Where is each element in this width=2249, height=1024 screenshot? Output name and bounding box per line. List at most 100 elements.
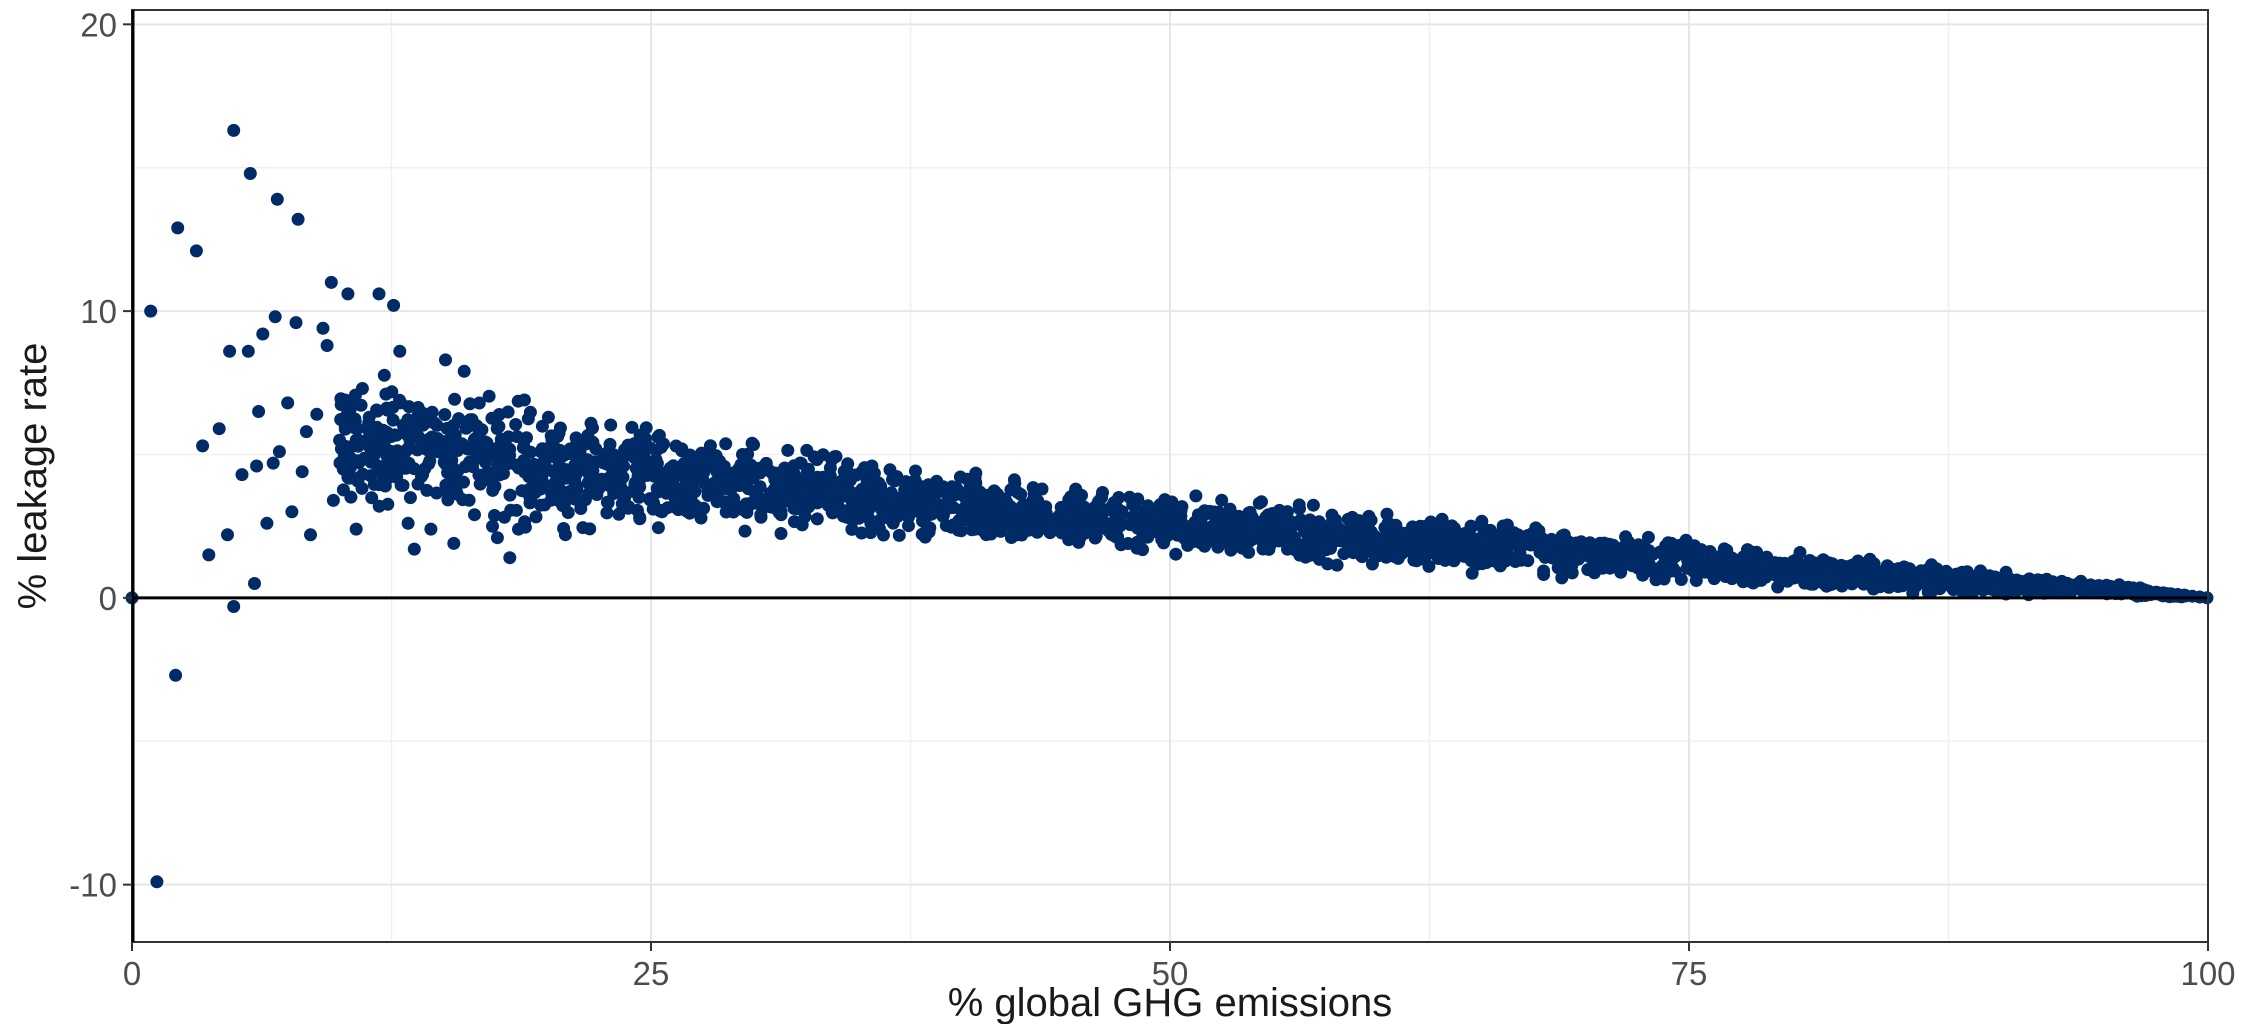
- scatter-point: [1255, 495, 1268, 509]
- scatter-point: [468, 432, 482, 446]
- scatter-point: [1245, 510, 1259, 524]
- scatter-point: [544, 479, 558, 493]
- scatter-point: [385, 385, 399, 399]
- scatter-point: [527, 457, 541, 471]
- scatter-point: [523, 405, 537, 419]
- scatter-point: [617, 459, 631, 473]
- scatter-point: [628, 451, 641, 465]
- scatter-point: [694, 458, 708, 472]
- scatter-point: [260, 516, 274, 530]
- scatter-point: [1925, 584, 1939, 598]
- scatter-point: [304, 528, 317, 542]
- scatter-point: [1215, 493, 1229, 507]
- scatter-point: [1131, 492, 1145, 506]
- scatter-point: [678, 481, 691, 495]
- scatter-point: [169, 668, 183, 682]
- scatter-point: [221, 528, 234, 542]
- scatter-point: [403, 491, 417, 505]
- scatter-point: [748, 485, 762, 499]
- scatter-point: [341, 287, 355, 301]
- scatter-point: [1835, 579, 1849, 593]
- scatter-point: [975, 487, 989, 501]
- scatter-point: [485, 411, 499, 425]
- scatter-point: [440, 421, 454, 435]
- scatter-point: [351, 432, 364, 446]
- scatter-point: [556, 486, 570, 500]
- x-tick-label: 50: [1152, 955, 1189, 992]
- scatter-point: [568, 492, 582, 506]
- scatter-point: [1336, 526, 1350, 539]
- scatter-point: [984, 497, 998, 510]
- scatter-point: [465, 413, 479, 427]
- scatter-point: [1144, 514, 1158, 527]
- scatter-point: [386, 413, 400, 427]
- scatter-point: [1189, 489, 1203, 503]
- scatter-point: [365, 491, 379, 505]
- scatter-point: [243, 167, 257, 180]
- scatter-point: [727, 492, 741, 506]
- scatter-point: [1949, 567, 1963, 581]
- scatter-point: [1958, 584, 1972, 598]
- scatter-point: [285, 505, 299, 519]
- scatter-point: [381, 497, 395, 511]
- scatter-point: [1130, 541, 1144, 555]
- scatter-point: [1073, 492, 1087, 505]
- scatter-point: [1294, 513, 1308, 527]
- scatter-point: [490, 531, 504, 545]
- scatter-point: [1327, 533, 1341, 547]
- scatter-point: [628, 476, 642, 490]
- scatter-point: [150, 875, 164, 889]
- scatter-point: [509, 418, 523, 431]
- scatter-point: [576, 521, 590, 535]
- scatter-point: [890, 470, 904, 484]
- scatter-point: [416, 407, 430, 421]
- scatter-point: [376, 423, 390, 437]
- scatter-point: [918, 483, 932, 497]
- scatter-point: [867, 466, 881, 480]
- scatter-point: [334, 392, 348, 406]
- scatter-point: [202, 548, 216, 562]
- scatter-point: [1155, 533, 1169, 546]
- scatter-point: [534, 498, 548, 512]
- scatter-point: [281, 396, 295, 410]
- scatter-point: [1097, 515, 1111, 529]
- scatter-point: [946, 501, 960, 514]
- scatter-point: [1169, 547, 1183, 561]
- scatter-point: [439, 457, 453, 471]
- scatter-point: [2022, 580, 2035, 594]
- scatter-point: [1519, 531, 1533, 545]
- scatter-point: [1551, 548, 1565, 562]
- scatter-point: [1729, 566, 1743, 579]
- scatter-point: [600, 506, 614, 520]
- scatter-point: [1378, 521, 1392, 535]
- scatter-point: [462, 493, 476, 507]
- scatter-point: [866, 495, 880, 509]
- scatter-point: [909, 464, 922, 478]
- scatter-point: [418, 462, 432, 476]
- scatter-point: [1422, 559, 1436, 573]
- scatter-point: [407, 542, 421, 556]
- scatter-point: [1194, 526, 1208, 540]
- scatter-point: [1474, 517, 1488, 531]
- scatter-point: [639, 432, 652, 446]
- scatter-point: [1506, 537, 1520, 551]
- scatter-point: [778, 461, 792, 475]
- scatter-point: [574, 502, 588, 515]
- scatter-point: [1165, 511, 1179, 524]
- scatter-point: [1181, 523, 1195, 537]
- scatter-point: [864, 517, 878, 531]
- scatter-point: [819, 471, 833, 485]
- scatter-point: [458, 460, 472, 474]
- scatter-point: [1015, 528, 1029, 542]
- scatter-point: [1367, 536, 1381, 550]
- scatter-point: [1223, 526, 1237, 540]
- scatter-point: [839, 484, 853, 498]
- scatter-point: [1364, 513, 1378, 527]
- point-cloud: [333, 368, 2193, 604]
- scatter-point: [529, 510, 543, 524]
- scatter-point: [503, 488, 517, 502]
- scatter-point: [266, 456, 280, 470]
- scatter-point: [1738, 560, 1752, 574]
- scatter-point: [396, 453, 410, 467]
